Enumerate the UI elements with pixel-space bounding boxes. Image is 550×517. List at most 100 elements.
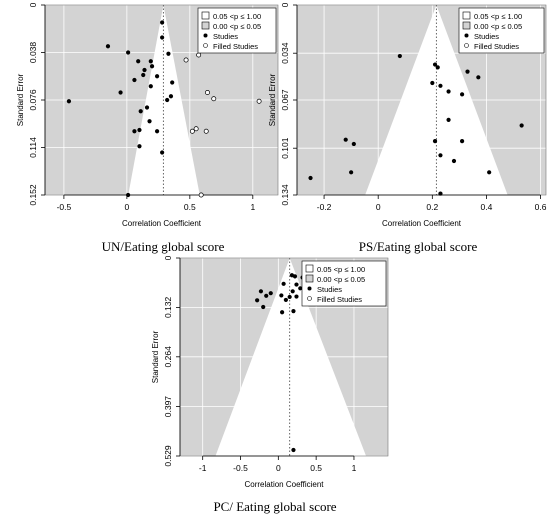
study-point [292,274,298,279]
y-tick-label: 0.076 [28,89,38,111]
y-axis-title: Standard Error [268,73,277,126]
study-point [132,129,137,134]
filled-study-point [203,128,209,134]
study-point [343,137,348,142]
study-point [451,158,457,164]
y-tick-label: 0.038 [28,42,38,64]
legend-label: Filled Studies [213,42,258,51]
study-point [148,59,153,64]
study-point [66,99,72,104]
y-tick-label: 0.264 [163,346,173,368]
study-point [283,297,288,303]
x-axis-title: Correlation Coefficient [382,219,462,228]
data-points [308,53,524,196]
study-point [141,72,146,78]
study-point [144,105,150,110]
legend-marker-studies [203,33,208,38]
legend-marker-filled [203,43,208,48]
filled-study-point [196,52,202,58]
funnel-plot-un-eating: -0.5 0 0.5 1 Correlation Coefficient 0 0.038 0.… [16,2,279,228]
y-tick-label: 0.101 [280,137,290,159]
study-point [287,294,292,300]
x-tick-label: -0.2 [317,202,332,212]
study-point [154,129,160,134]
study-point [476,75,481,80]
study-point [118,90,123,95]
y-axis-title: Standard Error [151,330,160,383]
legend-box [197,7,277,54]
study-point [255,298,260,303]
y-tick-label: 0.132 [163,297,173,319]
x-tick-label: 0.6 [535,202,547,212]
caption-ps-eating: PS/Eating global score [359,239,478,254]
study-point [170,80,175,85]
filled-study-point [198,192,204,198]
y-axis-title: Standard Error [16,73,25,126]
y-tick-label: 0 [280,2,290,7]
data-points [255,273,314,453]
study-point [160,20,165,25]
legend-label: Filled Studies [474,42,519,51]
legend-swatch-grey [201,21,210,30]
y-tick-label: 0.152 [28,184,38,206]
study-point [160,150,165,155]
study-point [147,119,152,124]
data-points [66,20,262,198]
legend-marker-filled [307,296,312,301]
legend-marker-studies [307,286,312,291]
study-point [280,310,285,315]
study-point [432,139,438,144]
funnel-plot-pc-eating: -1 -0.5 0 0.5 1 Correlation Coefficient 0 0.132… [151,255,389,489]
legend-marker-filled [464,43,469,48]
study-point [397,53,402,59]
study-point [160,35,165,40]
study-point [142,67,147,73]
x-tick-label: 0 [376,202,381,212]
study-point [438,83,443,88]
legend-swatch-grey [305,274,314,283]
caption-pc-eating: PC/ Eating global score [213,499,336,514]
legend-box [301,260,387,307]
y-tick-label: 0.134 [280,184,290,206]
x-axis: -1 -0.5 0 0.5 1 Correlation Coefficient [199,455,357,489]
legend-label: Studies [213,32,238,41]
study-point [261,304,266,310]
x-tick-label: -0.5 [57,202,72,212]
study-point [291,309,296,314]
study-point [136,59,141,64]
study-point [446,117,451,122]
study-point [137,127,142,133]
y-tick-label: 0.114 [28,137,38,158]
filled-study-point [205,90,210,95]
x-tick-label: 1 [352,463,357,473]
x-tick-label: 1 [250,202,255,212]
study-point [459,139,465,144]
study-point [165,97,170,103]
study-point [105,44,111,49]
study-point [137,144,142,149]
x-axis-title: Correlation Coefficient [244,480,324,489]
filled-study-point [193,126,199,132]
y-tick-label: 0.397 [163,396,173,418]
legend-label: 0.05 <p ≤ 1.00 [474,12,522,21]
study-point [166,51,171,56]
study-point [349,170,354,175]
study-point [258,289,264,294]
x-tick-label: 0.2 [426,202,438,212]
study-point [308,175,313,181]
study-point [438,153,443,158]
filled-study-point [256,98,262,104]
funnel-triangle [215,258,367,456]
study-point [138,109,143,114]
study-point [459,92,465,97]
y-axis: 0 0.038 0.076 0.114 0.152 Standard Error [16,2,46,206]
study-point [432,62,438,67]
study-point [149,64,155,69]
x-axis: -0.2 0 0.2 0.4 0.6 Correlation Coefficient [317,194,547,228]
study-point [294,294,299,299]
study-point [435,65,440,70]
filled-study-point [183,57,189,63]
legend-label: 0.00 <p ≤ 0.05 [213,22,261,31]
legend-swatch-grey [462,21,471,30]
